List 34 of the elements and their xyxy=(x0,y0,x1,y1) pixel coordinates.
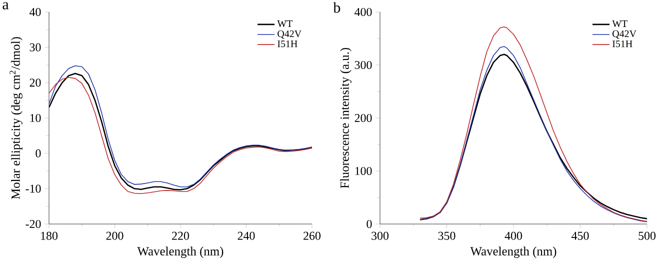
y-tick-label: 10 xyxy=(30,114,41,122)
chart-title: b xyxy=(333,2,340,13)
y-tick-label: 30 xyxy=(30,43,41,52)
y-tick-label: -20 xyxy=(26,220,41,228)
legend-label: I51H xyxy=(612,40,632,48)
y-tick-label: -10 xyxy=(26,184,41,193)
x-axis-title: Wavelength (nm) xyxy=(137,246,224,258)
legend-label: WT xyxy=(612,20,628,28)
y-tick-label: 400 xyxy=(354,8,372,16)
x-tick-label: 220 xyxy=(172,232,189,240)
legend-label: Q42V xyxy=(278,30,302,39)
y-tick-label: 20 xyxy=(30,78,41,87)
y-tick-label: 40 xyxy=(30,8,41,16)
y-axis-title: Fluorescence intensity (a.u.) xyxy=(340,48,352,188)
x-tick-label: 500 xyxy=(638,232,656,240)
legend-label: Q42V xyxy=(612,30,636,39)
x-tick-label: 350 xyxy=(438,232,456,240)
chart-title: a xyxy=(2,2,9,10)
x-tick-label: 200 xyxy=(106,232,124,240)
x-tick-label: 300 xyxy=(372,232,389,240)
y-tick-label: 300 xyxy=(354,60,372,70)
x-axis-title: Wavelength (nm) xyxy=(470,246,556,258)
legend-label: I51H xyxy=(278,40,298,48)
y-tick-label: 0 xyxy=(366,220,372,228)
x-tick-label: 240 xyxy=(238,232,255,240)
x-tick-label: 450 xyxy=(572,232,589,240)
y-axis-title: Molar ellipticity (deg cm$^{2}$/dmol) xyxy=(10,37,22,200)
x-tick-label: 260 xyxy=(304,232,320,240)
legend-label: WT xyxy=(277,20,293,28)
x-tick-label: 400 xyxy=(504,232,522,240)
x-tick-label: 180 xyxy=(41,232,58,240)
y-tick-label: 100 xyxy=(355,166,372,176)
y-tick-label: 0 xyxy=(36,149,41,158)
y-tick-label: 200 xyxy=(354,114,372,122)
